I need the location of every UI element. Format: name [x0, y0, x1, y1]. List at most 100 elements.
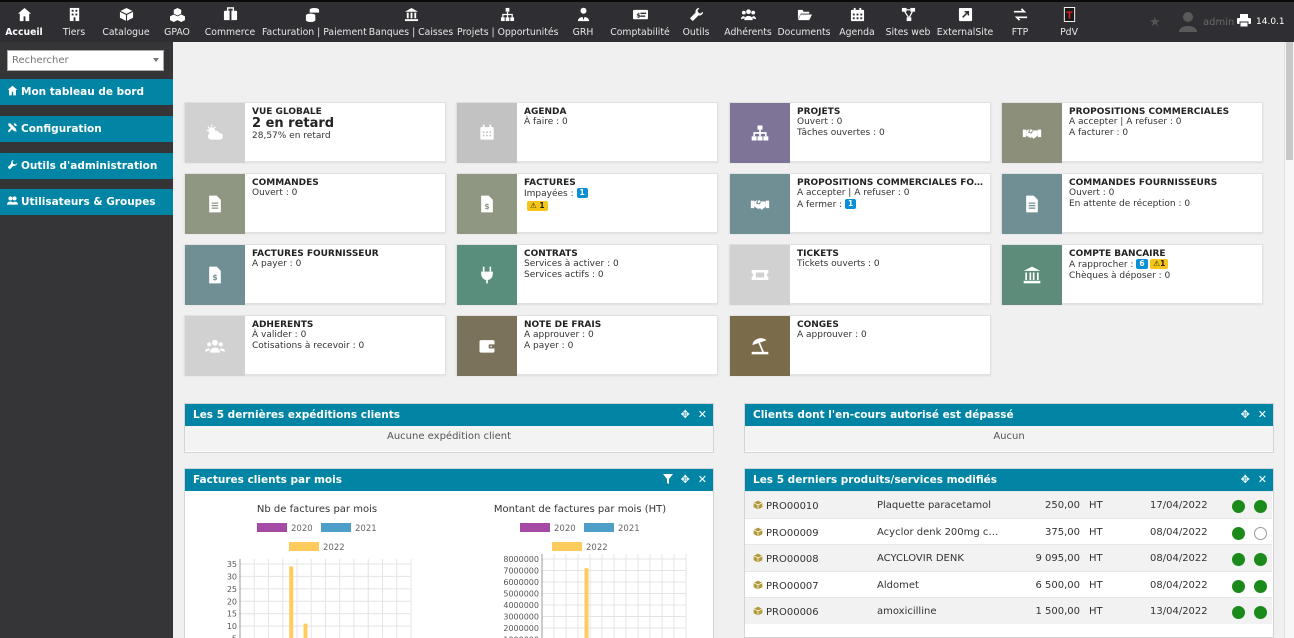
menu-item-commerce[interactable]: Commerce [180, 6, 280, 42]
table-row[interactable]: PRO00008 ACYCLOVIR DENK 9 095,00 HT 08/04/20… [745, 544, 1272, 571]
tickets-open[interactable]: Tickets ouverts : 0 [797, 259, 880, 269]
menu-item-adh-rents[interactable]: Adhérents [698, 6, 798, 42]
move-icon[interactable]: ✥ [680, 408, 690, 421]
cheques-to-deposit[interactable]: Chèques à déposer : 0 [1069, 271, 1171, 281]
status-to-sell-icon[interactable] [1232, 579, 1245, 593]
table-row[interactable]: PRO00010 Plaquette paracetamol 250,00 HT 17/… [745, 491, 1272, 518]
menu-item-externalsite[interactable]: ExternalSite [915, 6, 1015, 42]
card-projets[interactable]: PROJETS Ouvert : 0 Tâches ouvertes : 0 [729, 102, 991, 163]
supplier-orders-awaiting[interactable]: En attente de réception : 0 [1069, 199, 1191, 209]
status-to-buy-icon[interactable] [1254, 553, 1267, 566]
move-icon[interactable]: ✥ [1240, 408, 1250, 421]
sidebar-item-admin-tools[interactable]: Outils d'administration [0, 153, 173, 179]
services-active[interactable]: Services actifs : 0 [524, 270, 604, 280]
services-to-activate[interactable]: Services à activer : 0 [524, 259, 619, 269]
menu-item-accueil[interactable]: Accueil [0, 6, 74, 42]
status-to-sell-icon[interactable] [1232, 500, 1245, 513]
late-count[interactable]: 2 en retard [252, 116, 335, 131]
product-ref[interactable]: PRO00008 [753, 553, 819, 565]
card-note-de-frais[interactable]: NOTE DE FRAIS A approuver : 0 A payer : … [456, 315, 718, 376]
status-to-sell-icon[interactable] [1232, 553, 1245, 566]
menu-item-pdv[interactable]: T PdV [1019, 6, 1119, 42]
menu-item-facturation-paiement[interactable]: Facturation | Paiement [262, 6, 367, 42]
product-ref[interactable]: PRO00007 [753, 580, 819, 592]
user-login-name[interactable]: admin [1203, 17, 1235, 28]
scrollbar-thumb[interactable] [1286, 42, 1293, 160]
search-input[interactable] [8, 51, 143, 70]
menu-item-documents[interactable]: Documents [754, 6, 854, 42]
table-row[interactable]: PRO00007 Aldomet 6 500,00 HT 08/04/2022 [745, 570, 1272, 598]
card-contrats[interactable]: CONTRATS Services à activer : 0 Services… [456, 244, 718, 305]
bookmark-star-icon[interactable]: ★ [1149, 15, 1161, 30]
product-ref[interactable]: PRO00010 [753, 500, 819, 512]
status-to-sell-icon[interactable] [1232, 526, 1245, 540]
table-row[interactable]: PRO00009 Acyclor denk 200mg c… 375,00 HT 08/… [745, 517, 1272, 545]
menu-item-catalogue[interactable]: Catalogue [76, 6, 176, 42]
subscriptions-to-receive[interactable]: Cotisations à recevoir : 0 [252, 341, 365, 351]
card-propositions-commerciales[interactable]: PROPOSITIONS COMMERCIALES A accepter | A… [1001, 102, 1263, 163]
supplier-invoices-to-pay[interactable]: A payer : 0 [252, 259, 302, 269]
members-to-validate[interactable]: À valider : 0 [252, 330, 307, 340]
print-icon[interactable] [1237, 14, 1251, 27]
menu-item-sites-web[interactable]: Sites web [858, 6, 958, 42]
chevron-down-icon[interactable] [153, 58, 159, 62]
leave-to-approve[interactable]: A approuver : 0 [797, 330, 867, 340]
reconcile-count-badge[interactable]: 6 [1136, 259, 1148, 269]
card-vue-globale[interactable]: VUE GLOBALE 2 en retard 28,57% en retard [184, 102, 446, 163]
move-icon[interactable]: ✥ [680, 473, 690, 486]
status-to-buy-icon[interactable] [1254, 606, 1267, 619]
card-factures[interactable]: $ FACTURES Impayées : 1 ⚠ 1 [456, 173, 718, 234]
menu-item-agenda[interactable]: Agenda [807, 6, 907, 42]
sidebar-item-dashboard[interactable]: Mon tableau de bord [0, 79, 173, 105]
table-row[interactable]: PRO00006 amoxicilline 1 500,00 HT 13/04/2022 [745, 597, 1272, 624]
menu-item-grh[interactable]: GRH [533, 6, 633, 42]
supplier-orders-open[interactable]: Ouvert : 0 [1069, 188, 1115, 198]
supplier-proposals-to-accept[interactable]: A accepter | A refuser : 0 [797, 188, 910, 198]
bank-to-reconcile[interactable]: A rapprocher : 6 ⚠1 [1069, 259, 1256, 271]
close-icon[interactable]: ✕ [1257, 473, 1267, 486]
projects-open[interactable]: Ouvert : 0 [797, 117, 843, 127]
close-icon[interactable]: ✕ [697, 408, 707, 421]
card-conges[interactable]: CONGES A approuver : 0 [729, 315, 991, 376]
warning-badge[interactable]: ⚠1 [1150, 259, 1169, 269]
card-compte-bancaire[interactable]: COMPTE BANCAIRE A rapprocher : 6 ⚠1 Chèq… [1001, 244, 1263, 305]
menu-item-projets-opportunit-s[interactable]: Projets | Opportunités [457, 6, 558, 42]
sidebar-item-users-groups[interactable]: Utilisateurs & Groupes [0, 189, 173, 215]
card-commandes[interactable]: COMMANDES Ouvert : 0 [184, 173, 446, 234]
to-close-count-badge[interactable]: 1 [845, 199, 857, 209]
expense-to-pay[interactable]: A payer : 0 [524, 341, 574, 351]
invoices-late[interactable]: ⚠ 1 [524, 201, 711, 213]
proposals-to-accept[interactable]: A accepter | A refuser : 0 [1069, 117, 1182, 127]
orders-open[interactable]: Ouvert : 0 [252, 188, 298, 198]
sidebar-item-configuration[interactable]: Configuration [0, 116, 173, 142]
product-ref[interactable]: PRO00006 [753, 606, 819, 618]
user-avatar-icon[interactable] [1178, 10, 1198, 32]
card-factures-fournisseur[interactable]: $ FACTURES FOURNISSEUR A payer : 0 [184, 244, 446, 305]
close-icon[interactable]: ✕ [1257, 408, 1267, 421]
card-tickets[interactable]: TICKETS Tickets ouverts : 0 [729, 244, 991, 305]
card-propositions-fournisseurs[interactable]: PROPOSITIONS COMMERCIALES FOURNISSEURS A… [729, 173, 991, 234]
proposals-to-invoice[interactable]: A facturer : 0 [1069, 128, 1129, 138]
close-icon[interactable]: ✕ [697, 473, 707, 486]
status-to-sell-icon[interactable] [1232, 606, 1245, 619]
card-agenda[interactable]: AGENDA À faire : 0 [456, 102, 718, 163]
menu-item-banques-caisses[interactable]: Banques | Caisses [361, 6, 461, 42]
warning-badge[interactable]: ⚠ 1 [527, 201, 548, 211]
filter-icon[interactable] [662, 469, 673, 491]
invoices-unpaid[interactable]: Impayées : 1 [524, 188, 711, 200]
tasks-open[interactable]: Tâches ouvertes : 0 [797, 128, 885, 138]
unpaid-count-badge[interactable]: 1 [576, 188, 588, 198]
supplier-proposals-to-close[interactable]: A fermer : 1 [797, 199, 984, 211]
menu-item-tiers[interactable]: Tiers [24, 6, 124, 42]
status-to-buy-icon[interactable] [1254, 526, 1267, 540]
product-ref[interactable]: PRO00009 [753, 527, 819, 539]
status-to-buy-icon[interactable] [1254, 500, 1267, 513]
menu-item-gpao[interactable]: GPAO [127, 6, 227, 42]
menu-item-comptabilit[interactable]: $ Comptabilité [590, 6, 690, 42]
card-adherents[interactable]: ADHERENTS À valider : 0 Cotisations à re… [184, 315, 446, 376]
status-to-buy-icon[interactable] [1254, 579, 1267, 593]
menu-item-ftp[interactable]: FTP [970, 6, 1070, 42]
agenda-todo[interactable]: À faire : 0 [524, 117, 568, 127]
card-commandes-fournisseurs[interactable]: COMMANDES FOURNISSEURS Ouvert : 0 En att… [1001, 173, 1263, 234]
menu-item-outils[interactable]: Outils [646, 6, 746, 42]
